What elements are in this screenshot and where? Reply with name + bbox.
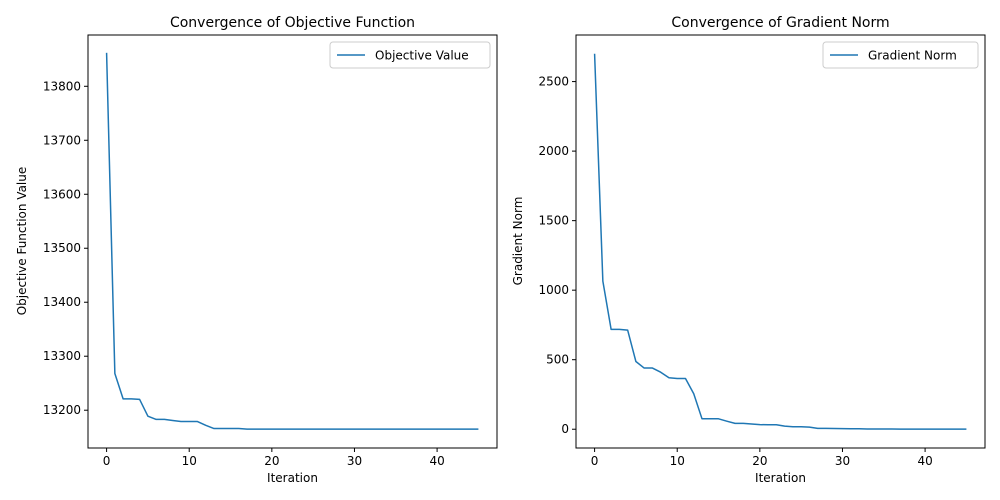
objective-x-tick-label: 30 — [347, 454, 362, 468]
gradient-x-tick-label: 20 — [752, 454, 767, 468]
objective-axes-frame — [87, 34, 498, 449]
gradient-plot: Convergence of Gradient Norm Iteration G… — [511, 15, 986, 485]
objective-y-tick-label: 13200 — [43, 403, 81, 417]
gradient-plot-title: Convergence of Gradient Norm — [671, 15, 889, 31]
objective-y-tick-label: 13800 — [43, 79, 81, 93]
objective-legend-box — [329, 41, 491, 69]
objective-x-tick-label: 10 — [182, 454, 197, 468]
objective-y-axis-label: Objective Function Value — [15, 167, 29, 316]
gradient-x-tick-label: 0 — [591, 454, 599, 468]
objective-y-tick-label: 13700 — [43, 133, 81, 147]
gradient-legend-box — [822, 41, 979, 69]
objective-y-tick-label: 13500 — [43, 241, 81, 255]
gradient-y-axis-label: Gradient Norm — [511, 197, 525, 286]
objective-plot-title: Convergence of Objective Function — [170, 15, 415, 31]
objective-y-tick-label: 13600 — [43, 187, 81, 201]
objective-legend: Objective Value — [329, 41, 491, 69]
objective-plot: Convergence of Objective Function Iterat… — [15, 15, 498, 485]
gradient-y-tick-label: 1500 — [538, 214, 569, 228]
gradient-x-tick-label: 40 — [917, 454, 932, 468]
objective-series-line — [105, 52, 479, 430]
gradient-legend: Gradient Norm — [822, 41, 979, 69]
objective-x-tick-label: 20 — [264, 454, 279, 468]
gradient-y-tick-label: 0 — [561, 422, 569, 436]
objective-x-axis-label: Iteration — [267, 471, 318, 485]
objective-legend-label: Objective Value — [375, 49, 469, 63]
gradient-y-tick-label: 2500 — [538, 75, 569, 89]
gradient-legend-label: Gradient Norm — [868, 49, 957, 63]
gradient-series-line — [593, 53, 967, 430]
objective-y-tick-label: 13300 — [43, 349, 81, 363]
gradient-y-tick-label: 1000 — [538, 283, 569, 297]
gradient-x-axis-label: Iteration — [755, 471, 806, 485]
objective-x-tick-label: 40 — [429, 454, 444, 468]
gradient-axes-frame — [575, 34, 986, 449]
gradient-x-tick-label: 30 — [835, 454, 850, 468]
gradient-x-tick-label: 10 — [670, 454, 685, 468]
objective-x-tick-label: 0 — [103, 454, 111, 468]
gradient-y-tick-label: 500 — [546, 353, 569, 367]
gradient-y-tick-label: 2000 — [538, 144, 569, 158]
objective-y-tick-label: 13400 — [43, 295, 81, 309]
